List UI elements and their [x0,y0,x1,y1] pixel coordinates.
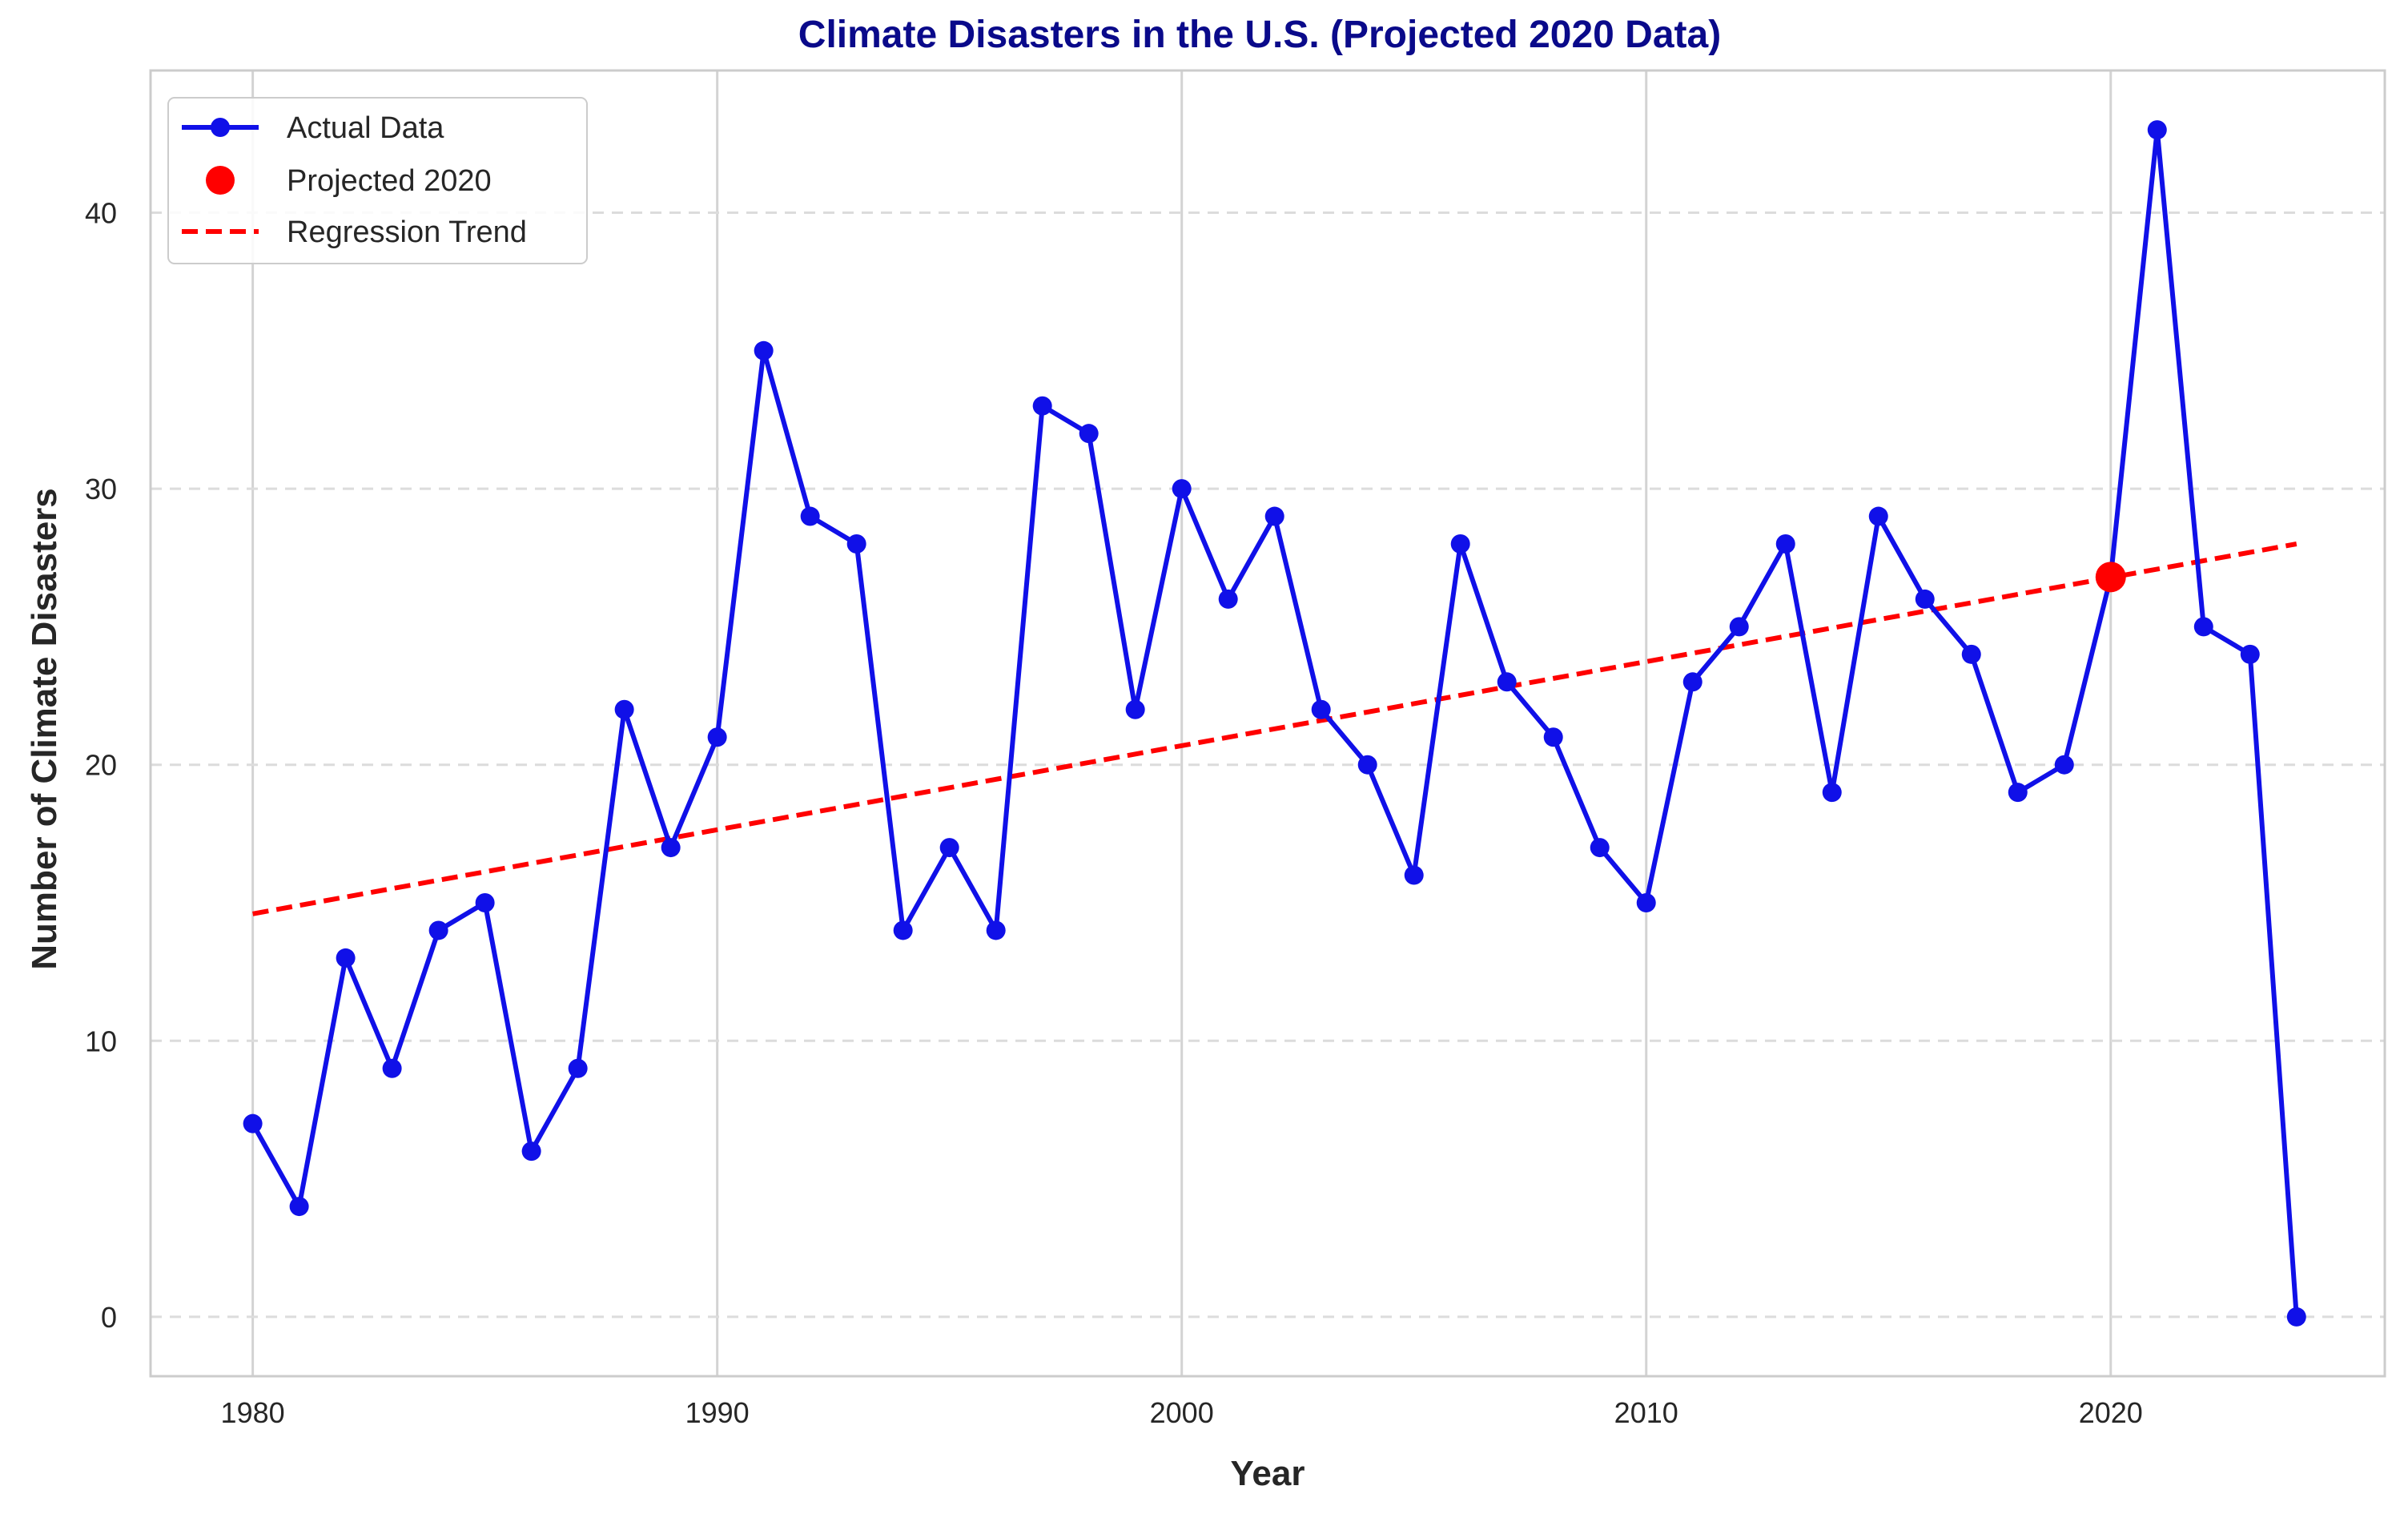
actual-data-point-2012 [1729,617,1749,637]
actual-data-point-2006 [1450,534,1470,554]
actual-data-point-2008 [1543,727,1563,747]
actual-data-point-1985 [475,892,495,912]
actual-data-point-1993 [846,534,866,554]
x-tick-label-2020: 2020 [2079,1396,2143,1429]
legend: Actual Data Projected 2020 Regression Tr… [167,97,588,264]
actual-data-layer [243,120,2306,1327]
actual-data-point-1981 [289,1197,309,1217]
actual-data-point-2002 [1264,506,1284,526]
y-tick-label-0: 0 [101,1301,117,1334]
actual-data-point-1982 [336,948,356,968]
legend-entry-trend: Regression Trend [182,215,527,249]
legend-label-projected: Projected 2020 [287,164,492,198]
actual-data-point-1997 [1032,396,1052,416]
actual-data-point-1998 [1079,424,1099,444]
actual-data-point-2001 [1218,589,1238,609]
actual-data-point-2023 [2240,644,2260,664]
chart-title: Climate Disasters in the U.S. (Projected… [798,14,1721,56]
actual-data-point-2005 [1404,865,1424,885]
actual-data-point-2022 [2193,617,2213,637]
actual-data-point-1986 [521,1142,541,1162]
actual-data-point-1995 [939,838,959,858]
x-tick-label-1990: 1990 [685,1396,750,1429]
actual-data-point-2011 [1682,672,1702,692]
actual-data-point-1980 [243,1113,263,1133]
actual-data-point-1988 [614,699,634,719]
y-tick-label-20: 20 [85,749,117,782]
actual-data-point-2009 [1590,838,1610,858]
legend-label-actual: Actual Data [287,111,444,145]
y-tick-labels: 0 10 20 30 40 [85,196,117,1333]
y-tick-label-10: 10 [85,1025,117,1057]
projected-2020-point [2095,562,2126,593]
regression-trend-layer [252,542,2297,916]
legend-entry-projected: Projected 2020 [206,164,492,198]
actual-data-point-2014 [1822,783,1842,803]
actual-data-point-2017 [1961,644,1981,664]
x-tick-label-2000: 2000 [1150,1396,1214,1429]
actual-data-point-1991 [754,340,774,360]
actual-data-point-2007 [1497,672,1517,692]
y-tick-label-30: 30 [85,473,117,505]
actual-data-point-2004 [1357,755,1377,775]
y-axis-label: Number of Climate Disasters [25,488,64,970]
legend-entry-actual: Actual Data [182,111,444,145]
actual-data-point-2010 [1636,892,1656,912]
legend-label-trend: Regression Trend [287,215,527,249]
projected-layer [2095,562,2126,593]
legend-actual-marker [211,118,230,137]
actual-data-point-1996 [986,920,1006,940]
y-tick-label-40: 40 [85,196,117,229]
legend-projected-marker [206,166,235,195]
legend-box [167,97,588,264]
x-axis-label: Year [1231,1454,1305,1493]
actual-data-point-1999 [1125,699,1145,719]
actual-data-point-1987 [568,1058,588,1078]
actual-data-point-2000 [1172,479,1192,499]
actual-data-point-1994 [893,920,913,940]
actual-data-point-2019 [2054,755,2074,775]
actual-data-point-2016 [1915,589,1935,609]
actual-data-point-2013 [1775,534,1795,554]
actual-data-point-2021 [2147,120,2167,140]
actual-data-point-2015 [1868,506,1888,526]
actual-data-point-2003 [1311,699,1331,719]
actual-data-point-2024 [2286,1307,2306,1327]
actual-data-point-2018 [2008,783,2028,803]
plot-frame [149,69,2386,1378]
actual-data-point-1983 [382,1058,402,1078]
actual-data-point-1990 [707,727,727,747]
regression-trend-line [252,542,2297,916]
actual-data-point-1992 [800,506,820,526]
actual-data-point-1984 [428,920,448,940]
actual-data-point-1989 [661,838,681,858]
x-tick-labels: 1980 1990 2000 2010 2020 [221,1396,2143,1429]
x-tick-label-1980: 1980 [221,1396,285,1429]
x-tick-label-2010: 2010 [1614,1396,1678,1429]
